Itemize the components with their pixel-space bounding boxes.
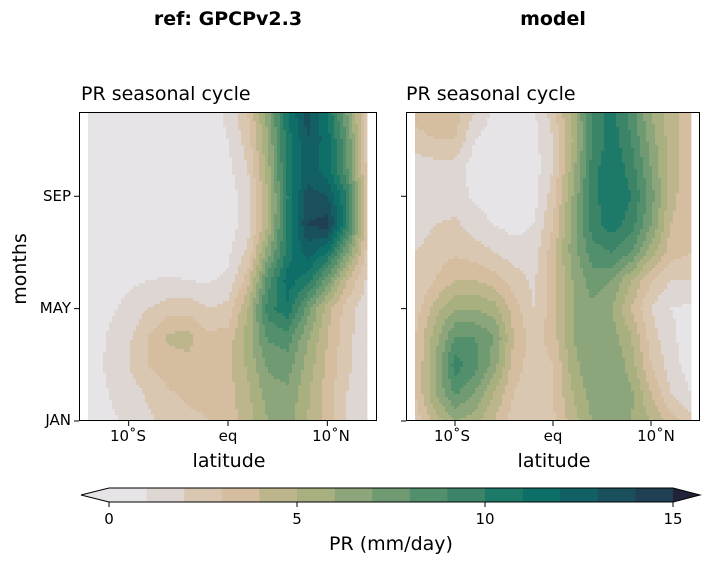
colorbar-segment [297, 488, 335, 502]
colorbar-segment [522, 488, 561, 502]
right-contour-plot [406, 112, 700, 421]
colorbar-tick-label: 10 [475, 510, 495, 528]
left-x-axis-label: latitude [192, 450, 266, 472]
colorbar-segment [221, 488, 260, 502]
y-tick-label: MAY [39, 299, 71, 317]
colorbar-tick-label: 5 [292, 510, 302, 528]
colorbar-tick-label: 0 [104, 510, 114, 528]
colorbar-segment [146, 488, 185, 502]
axes-frame [79, 112, 377, 421]
axes-frame [406, 112, 700, 421]
left-contour-plot [79, 112, 377, 421]
colorbar-segment [597, 488, 636, 502]
colorbar-segment [184, 488, 223, 502]
y-tick-label: SEP [42, 187, 71, 205]
x-tick-label: 10˚N [312, 427, 350, 445]
colorbar-segment [334, 488, 373, 502]
x-tick-label: eq [218, 427, 238, 445]
x-tick-label: eq [543, 427, 563, 445]
x-tick-label: 10˚S [109, 427, 147, 445]
contour-field [415, 112, 692, 421]
colorbar-segment [560, 488, 599, 502]
colorbar-extend-high [673, 488, 700, 502]
left-suptitle: ref: GPCPv2.3 [153, 8, 303, 30]
colorbar [80, 487, 702, 507]
contour-field [88, 112, 368, 421]
right-suptitle: model [520, 8, 586, 30]
right-x-axis-label: latitude [517, 450, 591, 472]
colorbar-label: PR (mm/day) [329, 533, 453, 555]
left-panel-title: PR seasonal cycle [81, 83, 251, 105]
colorbar-segment [109, 488, 147, 502]
colorbar-tick-label: 15 [663, 510, 683, 528]
colorbar-segment [409, 488, 448, 502]
colorbar-segment [635, 488, 674, 502]
x-tick-label: 10˚S [433, 427, 471, 445]
colorbar-segment [485, 488, 523, 502]
y-tick-label: JAN [45, 411, 71, 429]
x-tick-label: 10˚N [637, 427, 675, 445]
right-panel-title: PR seasonal cycle [406, 83, 576, 105]
colorbar-extend-low [81, 488, 109, 502]
y-axis-label: months [9, 233, 31, 305]
colorbar-segment [372, 488, 411, 502]
colorbar-segment [447, 488, 486, 502]
colorbar-segment [259, 488, 298, 502]
